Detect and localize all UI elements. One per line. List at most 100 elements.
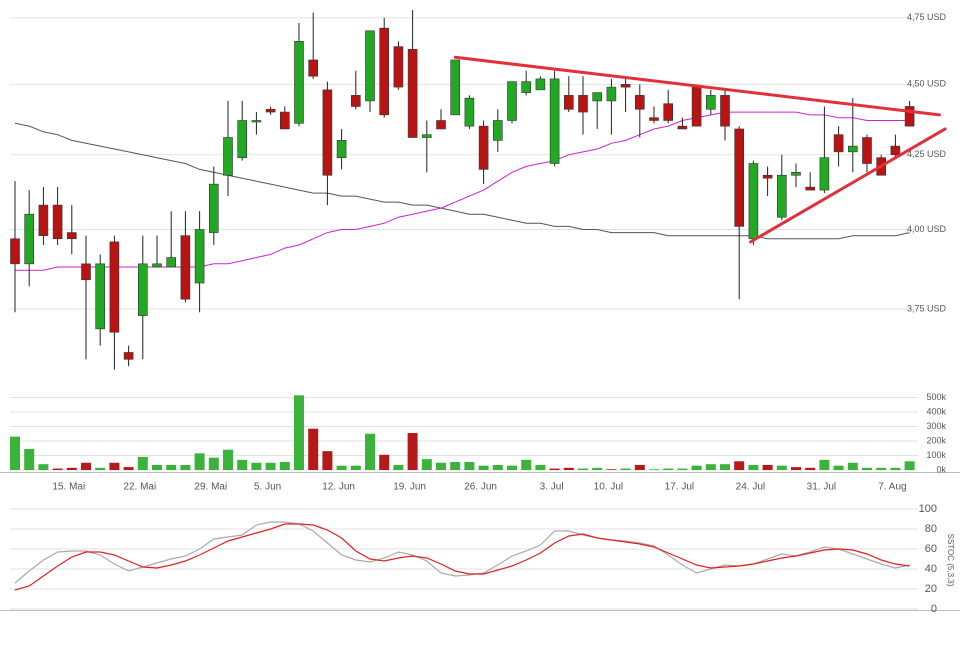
volume-bar — [876, 467, 887, 470]
candle-body — [81, 263, 91, 281]
candle-body — [265, 108, 276, 113]
candle-body — [492, 120, 503, 141]
volume-bar — [95, 467, 106, 470]
candle-body — [904, 106, 915, 127]
volume-bar — [649, 469, 659, 470]
volume-bar — [705, 464, 716, 470]
x-tick-label: 19. Jun — [393, 482, 426, 493]
candle-body — [563, 95, 574, 110]
volume-bar — [734, 461, 745, 470]
volume-bar — [478, 465, 489, 470]
candle-body — [95, 263, 105, 330]
volume-bar — [464, 462, 475, 470]
volume-bar — [833, 465, 844, 470]
volume-bar — [180, 464, 191, 470]
candle-body — [166, 257, 176, 268]
volume-bar — [137, 456, 148, 470]
volume-bar — [393, 464, 404, 470]
candle-body — [649, 117, 659, 121]
candle-body — [762, 174, 773, 179]
stochastic-line — [14, 523, 910, 591]
y-tick-label: 200k — [926, 435, 946, 445]
y-tick-label: 4,50 USD — [907, 79, 947, 89]
candle-body — [38, 204, 49, 236]
x-tick-label: 12. Jun — [322, 482, 355, 493]
y-tick-label: 60 — [925, 543, 937, 555]
volume-bar — [109, 462, 120, 470]
volume-bar — [152, 464, 162, 470]
candle-body — [507, 81, 517, 121]
x-tick-label: 17. Jul — [665, 482, 694, 493]
volume-bar — [237, 459, 248, 470]
candle-body — [180, 235, 191, 300]
candle-body — [705, 95, 716, 110]
candle-body — [379, 27, 390, 116]
volume-bar — [81, 462, 91, 470]
candle-body — [776, 174, 787, 218]
volume-bar — [223, 449, 233, 470]
candle-body — [535, 78, 546, 91]
volume-bar — [578, 468, 588, 470]
candle-body — [407, 48, 418, 138]
x-tick-label: 3. Jul — [540, 482, 564, 493]
candle-body — [748, 163, 759, 240]
x-tick-label: 15. Mai — [52, 482, 85, 493]
volume-bar — [194, 453, 205, 470]
volume-bar — [663, 468, 674, 470]
volume-bar — [66, 467, 77, 470]
y-tick-label: 300k — [926, 421, 946, 431]
candle-body — [336, 140, 347, 158]
volume-bar — [776, 465, 787, 470]
candle-body — [819, 157, 830, 191]
y-tick-label: 40 — [925, 563, 937, 575]
volume-bar — [308, 428, 319, 470]
y-tick-label: 400k — [926, 406, 946, 416]
volume-bar — [748, 464, 759, 470]
y-tick-label: 80 — [925, 523, 937, 535]
candle-body — [209, 183, 219, 233]
volume-bar — [208, 457, 219, 470]
volume-bar — [904, 461, 915, 470]
y-axis-label: SSTOC (5,3,3) — [946, 534, 955, 587]
candle-body — [365, 30, 375, 102]
volume-bar — [166, 464, 177, 470]
candle-body — [691, 86, 702, 127]
candle-body — [123, 352, 134, 360]
stochastic-line — [14, 521, 910, 584]
candle-body — [109, 241, 120, 333]
x-tick-label: 31. Jul — [807, 482, 836, 493]
candle-body — [152, 263, 162, 268]
candle-body — [194, 229, 205, 284]
volume-bar — [38, 464, 49, 470]
candle-body — [805, 186, 816, 191]
candle-body — [606, 86, 617, 102]
trendline — [749, 127, 947, 244]
y-tick-label: 4,25 USD — [907, 149, 947, 159]
x-tick-label: 10. Jul — [594, 482, 623, 493]
y-tick-label: 3,75 USD — [907, 303, 947, 313]
volume-bar — [847, 462, 858, 470]
volume-bar — [762, 464, 773, 470]
volume-bar — [691, 465, 702, 470]
moving-average — [15, 111, 910, 271]
y-tick-label: 4,00 USD — [907, 224, 947, 234]
candle-body — [393, 46, 404, 88]
volume-bar — [350, 465, 361, 470]
candle-body — [549, 78, 560, 164]
y-tick-label: 0 — [931, 603, 937, 615]
volume-bar — [265, 462, 276, 470]
candle-body — [592, 92, 603, 102]
volume-bar — [24, 448, 35, 470]
volume-bar — [862, 467, 872, 470]
candle-body — [478, 125, 489, 170]
candle-body — [138, 263, 148, 316]
candle-body — [634, 95, 645, 110]
candle-body — [847, 145, 858, 153]
candle-body — [421, 134, 432, 138]
volume-bar — [890, 467, 901, 470]
candle-body — [237, 120, 247, 158]
volume-bar — [507, 465, 517, 470]
candle-body — [279, 111, 290, 130]
volume-bar — [805, 467, 816, 470]
